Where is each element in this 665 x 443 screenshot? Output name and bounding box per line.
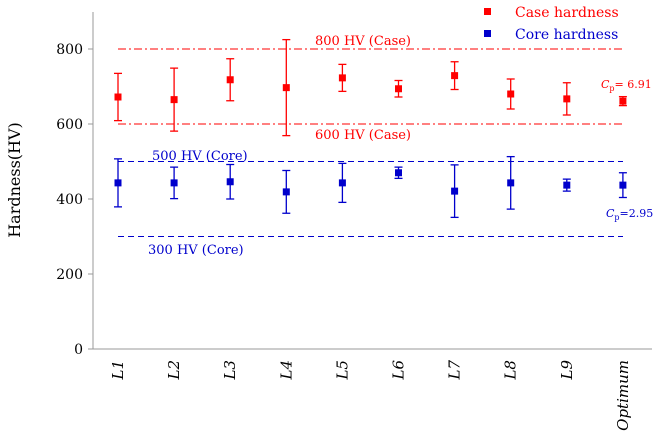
marker bbox=[507, 179, 515, 187]
x-tick-label: L9 bbox=[558, 360, 576, 381]
marker bbox=[170, 96, 178, 104]
y-axis-label: Hardness(HV) bbox=[5, 122, 24, 238]
x-tick-label: L8 bbox=[502, 360, 520, 381]
data-point bbox=[394, 166, 403, 180]
reference-line-label: 600 HV (Case) bbox=[315, 128, 411, 143]
y-tick-label: 800 bbox=[56, 42, 83, 58]
data-point bbox=[506, 155, 515, 210]
data-point bbox=[506, 78, 515, 110]
marker bbox=[563, 181, 571, 189]
marker bbox=[395, 85, 402, 93]
marker bbox=[563, 95, 571, 103]
marker bbox=[338, 74, 346, 82]
marker bbox=[114, 179, 122, 187]
data-point bbox=[114, 158, 122, 208]
data-point bbox=[562, 178, 571, 192]
legend-label: Core hardness bbox=[515, 27, 618, 43]
marker bbox=[395, 169, 402, 177]
reference-line-label: 500 HV (Core) bbox=[152, 149, 248, 164]
cp-value: =2.95 bbox=[620, 207, 654, 220]
cp-annotation: Cp= 6.91 bbox=[601, 78, 652, 93]
reference-line-label: 800 HV (Case) bbox=[315, 34, 411, 49]
data-point bbox=[226, 58, 235, 102]
marker bbox=[282, 84, 290, 92]
cp-annotation: Cp=2.95 bbox=[606, 207, 653, 222]
marker bbox=[507, 90, 515, 98]
marker bbox=[114, 93, 122, 101]
marker bbox=[451, 72, 459, 80]
marker bbox=[338, 179, 346, 187]
data-point bbox=[170, 67, 179, 132]
data-point bbox=[562, 82, 571, 116]
cp-symbol: C bbox=[606, 207, 615, 220]
marker bbox=[619, 97, 627, 105]
marker bbox=[451, 187, 459, 195]
data-point bbox=[338, 63, 347, 93]
legend-marker bbox=[484, 8, 491, 15]
x-tick-label: L5 bbox=[333, 360, 351, 381]
x-tick-label: L2 bbox=[165, 360, 183, 381]
x-tick-label: L6 bbox=[390, 360, 408, 381]
marker bbox=[619, 181, 627, 189]
cp-subscript: p bbox=[614, 213, 619, 222]
data-point bbox=[338, 162, 347, 204]
cp-value: = 6.91 bbox=[615, 78, 652, 91]
legend-marker bbox=[484, 30, 491, 37]
x-tick-label: Optimum bbox=[614, 360, 632, 431]
marker bbox=[226, 76, 234, 84]
legend-label: Case hardness bbox=[515, 5, 619, 21]
data-point bbox=[282, 38, 291, 137]
data-point bbox=[450, 164, 459, 219]
cp-symbol: C bbox=[601, 78, 610, 91]
x-tick-label: L7 bbox=[446, 360, 464, 381]
marker bbox=[226, 178, 234, 186]
cp-subscript: p bbox=[609, 84, 614, 93]
reference-line-label: 300 HV (Core) bbox=[148, 243, 244, 258]
x-tick-label: L3 bbox=[221, 360, 239, 381]
x-tick-label: L4 bbox=[277, 360, 295, 381]
data-point bbox=[618, 95, 627, 107]
y-tick-label: 200 bbox=[56, 267, 83, 283]
data-point bbox=[394, 79, 403, 98]
x-tick-label: L1 bbox=[109, 360, 127, 381]
data-point bbox=[226, 163, 235, 200]
data-point bbox=[170, 166, 179, 200]
data-point bbox=[450, 61, 459, 91]
marker bbox=[170, 179, 178, 187]
data-point bbox=[114, 72, 122, 122]
y-tick-label: 600 bbox=[56, 117, 83, 133]
y-tick-label: 0 bbox=[74, 342, 83, 358]
data-point bbox=[282, 169, 291, 214]
data-point bbox=[618, 172, 627, 199]
marker bbox=[282, 188, 290, 196]
y-tick-label: 400 bbox=[56, 192, 83, 208]
